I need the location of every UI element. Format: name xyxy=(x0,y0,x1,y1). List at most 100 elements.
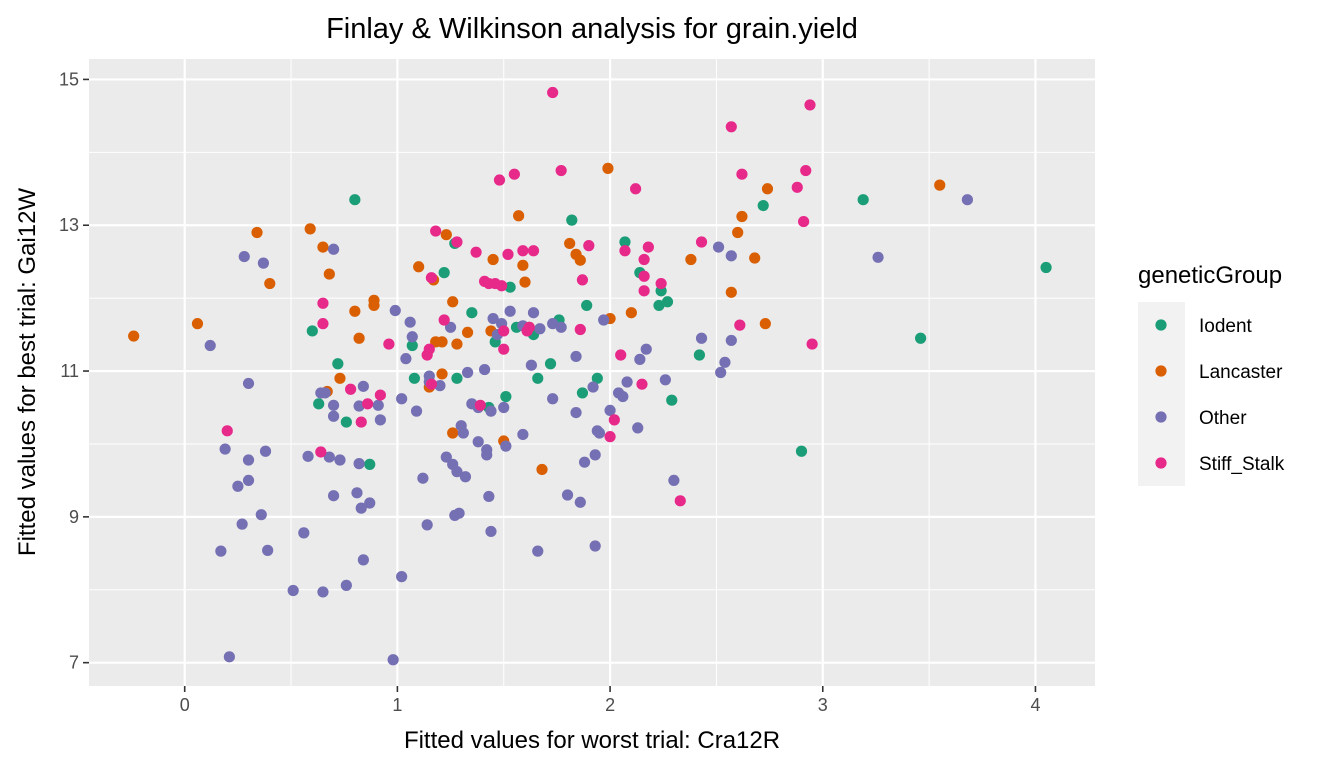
point-other xyxy=(340,579,352,591)
point-lancaster xyxy=(191,318,204,330)
point-other xyxy=(715,366,727,379)
point-other xyxy=(481,449,493,461)
point-stiff-stalk xyxy=(425,378,438,390)
point-stiff-stalk xyxy=(734,319,746,331)
point-stiff-stalk xyxy=(438,314,450,326)
point-other xyxy=(504,305,516,317)
point-lancaster xyxy=(749,252,761,264)
point-lancaster xyxy=(264,277,276,290)
x-axis: 0 1 2 3 4 xyxy=(180,686,1040,715)
point-stiff-stalk xyxy=(619,245,631,257)
point-other xyxy=(355,502,367,514)
point-other xyxy=(872,251,884,263)
point-stiff-stalk xyxy=(630,183,642,195)
point-iodent xyxy=(693,349,706,361)
point-stiff-stalk xyxy=(425,272,438,284)
point-iodent xyxy=(466,307,478,319)
point-other xyxy=(364,497,376,509)
point-other xyxy=(204,339,216,352)
point-stiff-stalk xyxy=(317,297,329,309)
y-tick-label: 11 xyxy=(60,361,79,381)
point-other xyxy=(634,353,646,365)
point-stiff-stalk xyxy=(576,274,589,286)
point-other xyxy=(334,454,346,466)
data-points xyxy=(128,86,1052,666)
point-stiff-stalk xyxy=(555,164,567,177)
point-other xyxy=(404,316,416,328)
point-lancaster xyxy=(761,183,774,195)
plot-panel xyxy=(89,59,1095,686)
point-lancaster xyxy=(602,162,614,174)
point-other xyxy=(440,451,452,463)
point-other xyxy=(532,545,544,557)
point-other xyxy=(232,480,244,492)
point-other xyxy=(598,314,610,326)
point-iodent xyxy=(332,358,344,370)
point-stiff-stalk xyxy=(583,240,595,252)
point-stiff-stalk xyxy=(423,343,435,355)
point-iodent xyxy=(364,458,376,470)
point-lancaster xyxy=(440,229,452,241)
point-stiff-stalk xyxy=(374,389,386,401)
point-other xyxy=(451,466,463,478)
x-tick-label: 3 xyxy=(818,695,828,715)
point-stiff-stalk xyxy=(736,168,748,180)
point-stiff-stalk xyxy=(638,285,650,297)
point-stiff-stalk xyxy=(655,277,667,290)
point-stiff-stalk xyxy=(493,174,506,186)
point-other xyxy=(323,451,335,463)
y-tick-label: 7 xyxy=(69,653,79,673)
x-tick-label: 1 xyxy=(392,695,402,715)
point-other xyxy=(604,404,616,417)
point-lancaster xyxy=(451,338,463,350)
point-stiff-stalk xyxy=(674,495,686,507)
point-stiff-stalk xyxy=(470,246,482,258)
point-other xyxy=(319,387,331,399)
point-iodent xyxy=(576,387,589,399)
point-other xyxy=(417,472,429,484)
point-lancaster xyxy=(536,463,548,476)
point-lancaster xyxy=(349,305,361,317)
legend-label-lancaster: Lancaster xyxy=(1199,362,1283,383)
y-tick-label: 13 xyxy=(59,215,79,235)
point-stiff-stalk xyxy=(451,236,463,248)
point-iodent xyxy=(349,194,361,206)
point-other xyxy=(578,456,591,468)
point-stiff-stalk xyxy=(642,241,654,253)
point-iodent xyxy=(451,372,463,384)
point-lancaster xyxy=(251,226,263,239)
point-other xyxy=(255,509,267,521)
point-stiff-stalk xyxy=(608,414,620,426)
point-iodent xyxy=(1040,261,1052,274)
x-axis-title: Fitted values for worst trial: Cra12R xyxy=(404,727,780,754)
point-iodent xyxy=(914,332,927,344)
point-other xyxy=(374,414,386,426)
point-other xyxy=(498,401,510,414)
point-iodent xyxy=(857,194,869,206)
point-other xyxy=(659,374,671,386)
point-lancaster xyxy=(732,226,744,239)
point-stiff-stalk xyxy=(604,431,616,443)
point-lancaster xyxy=(368,294,380,306)
point-iodent xyxy=(619,236,631,248)
point-other xyxy=(327,399,340,411)
point-stiff-stalk xyxy=(474,399,486,411)
point-other xyxy=(478,363,491,376)
legend-key-stiff-stalk xyxy=(1155,457,1167,469)
point-other xyxy=(236,518,248,530)
chart-title: Finlay & Wilkinson analysis for grain.yi… xyxy=(326,13,858,45)
point-other xyxy=(617,390,629,403)
point-stiff-stalk xyxy=(615,349,627,361)
point-iodent xyxy=(408,372,421,384)
point-other xyxy=(242,454,255,466)
point-other xyxy=(410,405,423,417)
point-other xyxy=(215,545,227,557)
point-lancaster xyxy=(447,296,459,308)
point-lancaster xyxy=(519,276,531,288)
point-stiff-stalk xyxy=(317,318,329,330)
point-other xyxy=(640,343,652,355)
point-stiff-stalk xyxy=(547,86,559,99)
point-other xyxy=(632,422,644,434)
point-lancaster xyxy=(759,318,771,330)
point-lancaster xyxy=(128,330,140,342)
